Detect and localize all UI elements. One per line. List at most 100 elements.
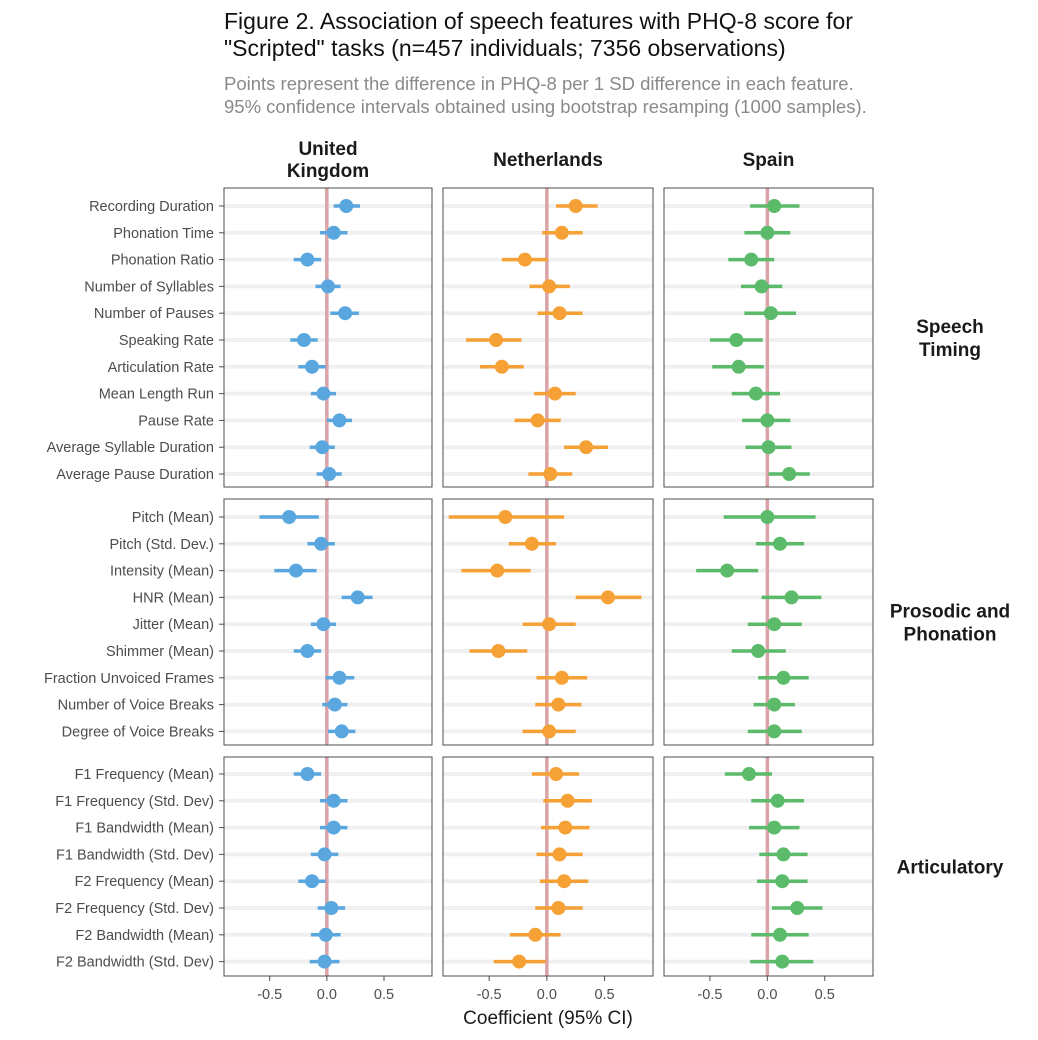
panel-2-uk: [223, 756, 433, 977]
row-label: Intensity (Mean): [110, 564, 214, 580]
figure-title-line-2: "Scripted" tasks (n=457 individuals; 735…: [224, 35, 786, 61]
point-estimate: [314, 536, 329, 551]
point-estimate: [760, 225, 775, 240]
point-estimate: [568, 199, 583, 213]
row-label: Number of Pauses: [94, 306, 214, 322]
panel-border: [442, 498, 654, 746]
row-label: Number of Syllables: [84, 279, 214, 295]
point-estimate: [560, 793, 575, 808]
point-estimate: [776, 670, 791, 685]
point-estimate: [327, 697, 342, 712]
panel-border: [663, 187, 874, 488]
point-estimate: [729, 333, 744, 347]
group-label-2-line-0: Articulatory: [897, 858, 1004, 879]
point-estimate: [517, 252, 532, 267]
row-label: Pitch (Std. Dev.): [110, 537, 214, 553]
point-estimate: [542, 279, 557, 294]
point-estimate: [324, 901, 339, 915]
row-label: F1 Bandwidth (Mean): [75, 821, 214, 837]
point-estimate: [489, 333, 504, 347]
column-header-uk-line-1: Kingdom: [287, 161, 369, 182]
point-estimate: [326, 225, 341, 240]
row-label: Jitter (Mean): [133, 617, 214, 633]
row-label: Pause Rate: [138, 413, 214, 429]
x-tick-label: 0.0: [537, 987, 557, 1003]
point-estimate: [579, 440, 594, 455]
point-estimate: [782, 467, 797, 481]
point-estimate: [316, 617, 331, 632]
panel-0-es: [663, 187, 874, 488]
point-estimate: [326, 793, 341, 808]
point-estimate: [490, 563, 505, 578]
panel-1-es: [663, 498, 874, 746]
point-estimate: [338, 306, 353, 321]
group-label-1-line-0: Prosodic and: [890, 602, 1010, 623]
point-estimate: [332, 413, 347, 428]
x-tick-label: 0.5: [594, 987, 614, 1003]
panel-border: [663, 498, 874, 746]
point-estimate: [760, 413, 775, 428]
point-estimate: [751, 644, 766, 658]
point-estimate: [767, 199, 782, 213]
point-estimate: [601, 590, 615, 605]
point-estimate: [316, 386, 331, 401]
x-tick-label: 0.0: [757, 987, 777, 1003]
point-estimate: [790, 901, 805, 915]
point-estimate: [770, 793, 785, 808]
point-estimate: [317, 847, 332, 862]
x-tick-label: 0.5: [374, 987, 394, 1003]
point-estimate: [763, 306, 778, 321]
point-estimate: [772, 927, 787, 942]
point-estimate: [775, 874, 790, 889]
row-label: Speaking Rate: [119, 333, 214, 349]
row-label: F2 Bandwidth (Std. Dev): [56, 955, 214, 971]
point-estimate: [332, 670, 347, 685]
group-label-1-line-1: Phonation: [904, 625, 997, 646]
point-estimate: [772, 536, 787, 551]
column-header-uk-line-0: United: [298, 139, 357, 160]
figure-title-line-1: Figure 2. Association of speech features…: [224, 8, 853, 34]
point-estimate: [305, 874, 319, 889]
panel-2-nl: [442, 756, 654, 977]
row-label: Degree of Voice Breaks: [62, 724, 214, 740]
panel-border: [663, 756, 874, 977]
point-estimate: [761, 440, 776, 455]
point-estimate: [300, 767, 315, 781]
panel-border: [223, 756, 433, 977]
panel-1-uk: [223, 498, 433, 746]
point-estimate: [494, 359, 509, 374]
point-estimate: [300, 252, 315, 267]
figure-subtitle-line-1: Points represent the difference in PHQ-8…: [224, 73, 854, 94]
row-label: Pitch (Mean): [132, 510, 214, 526]
point-estimate: [528, 927, 543, 942]
point-estimate: [754, 279, 769, 294]
panel-1-nl: [442, 498, 654, 746]
row-label: F2 Frequency (Std. Dev): [55, 901, 214, 917]
point-estimate: [767, 724, 782, 739]
point-estimate: [784, 590, 799, 605]
x-axis-title: Coefficient (95% CI): [463, 1008, 633, 1029]
point-estimate: [321, 279, 335, 294]
point-estimate: [339, 199, 354, 213]
point-estimate: [554, 225, 569, 240]
point-estimate: [498, 510, 513, 524]
point-estimate: [552, 847, 567, 862]
point-estimate: [775, 954, 790, 969]
point-estimate: [542, 617, 557, 632]
point-estimate: [760, 510, 775, 524]
row-label: F1 Frequency (Mean): [75, 767, 214, 783]
x-tick-label: -0.5: [257, 987, 282, 1003]
row-label: Number of Voice Breaks: [58, 698, 214, 714]
x-tick-label: -0.5: [697, 987, 722, 1003]
figure-subtitle: Points represent the difference in PHQ-8…: [224, 72, 1024, 118]
point-estimate: [524, 536, 539, 551]
column-header-es-line-0: Spain: [743, 150, 795, 171]
group-label-0-line-1: Timing: [919, 340, 981, 361]
x-tick-label: -0.5: [477, 987, 502, 1003]
point-estimate: [326, 820, 341, 835]
figure-subtitle-line-2: 95% confidence intervals obtained using …: [224, 96, 867, 117]
row-label: Phonation Ratio: [111, 253, 214, 269]
point-estimate: [552, 306, 567, 321]
row-label: Average Syllable Duration: [47, 440, 214, 456]
point-estimate: [731, 359, 746, 374]
